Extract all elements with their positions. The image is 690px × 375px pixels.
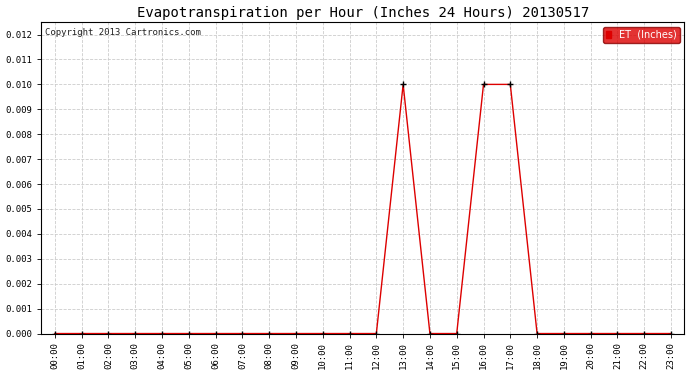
Title: Evapotranspiration per Hour (Inches 24 Hours) 20130517: Evapotranspiration per Hour (Inches 24 H… [137, 6, 589, 20]
Text: Copyright 2013 Cartronics.com: Copyright 2013 Cartronics.com [45, 28, 201, 38]
Legend: ET  (Inches): ET (Inches) [603, 27, 680, 43]
